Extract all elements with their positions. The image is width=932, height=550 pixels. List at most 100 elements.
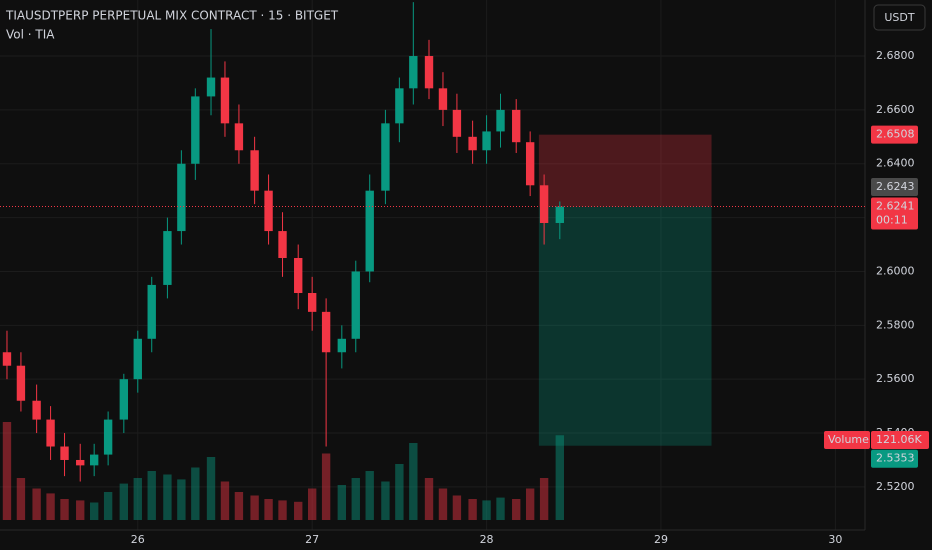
candle-body (133, 338, 142, 380)
candle-body (555, 206, 564, 223)
x-tick-label: 30 (828, 533, 842, 546)
indicator-name: Vol · TIA (6, 28, 55, 42)
target-price-label-bg (871, 449, 918, 468)
candle-body (234, 123, 244, 151)
volume-bar (395, 464, 404, 520)
volume-bar (32, 488, 41, 520)
x-tick-label: 27 (305, 533, 319, 546)
marker-price-label: 2.6243 (876, 180, 915, 193)
volume-name: Volume (828, 433, 869, 446)
countdown: 00:11 (876, 214, 908, 227)
candle-body (409, 56, 418, 89)
volume-bar (206, 457, 216, 520)
candle-body (539, 185, 549, 223)
candle-body (60, 446, 69, 460)
currency-label[interactable]: USDT (884, 11, 915, 24)
candle-body (381, 123, 390, 191)
candle-body (191, 96, 200, 164)
last-price-label: 2.6241 (876, 200, 915, 213)
volume-bar (525, 488, 535, 520)
volume-bar (76, 500, 85, 520)
candle-body (147, 284, 156, 339)
chart-title: TIAUSDTPERP PERPETUAL MIX CONTRACT · 15 … (5, 9, 339, 23)
candle-body (525, 142, 535, 186)
candle-body (177, 163, 186, 232)
position-tool (538, 134, 712, 446)
candle-body (321, 311, 331, 353)
y-tick-label: 2.6800 (876, 49, 915, 62)
candle-body (89, 454, 99, 466)
volume-bar (307, 488, 317, 520)
candle-body (496, 109, 505, 132)
candle-body (250, 150, 259, 191)
volume-bar (452, 495, 462, 520)
candle-body (424, 56, 434, 89)
volume-bar (482, 500, 491, 520)
volume-value-bg (871, 431, 929, 449)
x-tick-label: 28 (480, 533, 494, 546)
volume-bar (555, 435, 564, 520)
volume-bar (381, 481, 390, 520)
currency-button[interactable] (873, 4, 926, 31)
candle-body (264, 190, 273, 232)
candle-body (163, 231, 172, 285)
volume-bar (278, 500, 287, 520)
volume-bar (220, 481, 230, 520)
volume-bar (163, 474, 172, 520)
candle-body (103, 419, 113, 455)
candle-body (365, 190, 374, 272)
candle-body (395, 88, 404, 124)
volume-bar (512, 499, 521, 520)
candle-body (294, 257, 303, 294)
y-tick-label: 2.5200 (876, 480, 915, 493)
volume-bar (351, 478, 360, 520)
volume-bar (234, 492, 244, 520)
y-tick-label: 2.5800 (876, 318, 915, 331)
volume-bar (103, 492, 113, 520)
volume-bar (294, 501, 303, 520)
candle-body (206, 77, 216, 97)
volume-bar (191, 467, 200, 520)
candle-body (337, 338, 346, 353)
volume-bar (539, 478, 549, 520)
volume-bar (438, 488, 448, 520)
volume-bar (46, 493, 55, 520)
volume-bar (89, 502, 99, 520)
candle-body (16, 365, 26, 401)
y-tick-label: 2.6400 (876, 157, 915, 170)
candle-body (46, 419, 55, 447)
y-tick-label: 2.6000 (876, 264, 915, 277)
candle-body (438, 88, 448, 110)
volume-name-bg (824, 431, 870, 449)
candle-body (307, 293, 317, 312)
candle-body (32, 400, 41, 420)
volume-bar (60, 499, 69, 520)
volume-bar (250, 495, 259, 520)
volume-bar (177, 479, 186, 520)
candle-body (119, 379, 129, 420)
x-tick-label: 26 (131, 533, 145, 546)
candle-body (482, 131, 491, 151)
volume-bar (468, 499, 477, 520)
candle-body (76, 459, 85, 466)
candle-body (468, 136, 477, 151)
volume-bar (133, 478, 142, 520)
target-price-label: 2.5353 (876, 452, 915, 465)
candles (2, 2, 564, 482)
volume-pane (2, 422, 564, 520)
stop-zone (538, 134, 712, 207)
last-price-label-bg (871, 197, 918, 230)
volume-bar (337, 485, 346, 520)
volume-bar (424, 478, 434, 520)
candle-body (220, 77, 230, 124)
candle-body (2, 352, 12, 366)
volume-bar (409, 443, 418, 520)
candle-body (512, 109, 521, 143)
x-tick-label: 29 (654, 533, 668, 546)
volume-bar (119, 483, 129, 520)
candle-body (452, 109, 462, 137)
marker-price-label-bg (871, 178, 918, 197)
